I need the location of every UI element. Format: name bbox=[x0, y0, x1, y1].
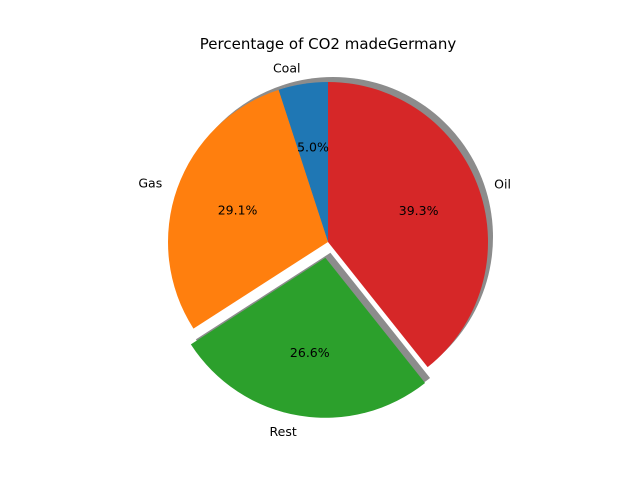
slice-gas bbox=[168, 89, 328, 329]
pct-label-oil: 39.3% bbox=[399, 203, 439, 218]
pct-label-coal: 5.0% bbox=[297, 140, 329, 155]
slice-coal bbox=[278, 82, 328, 242]
slice-label-rest: Rest bbox=[270, 424, 297, 439]
pct-label-rest: 26.6% bbox=[290, 345, 330, 360]
slice-label-coal: Coal bbox=[273, 61, 301, 76]
chart-title: Percentage of CO2 madeGermany bbox=[200, 35, 457, 53]
pct-label-gas: 29.1% bbox=[218, 202, 258, 217]
slice-rest bbox=[190, 257, 426, 418]
slice-label-oil: Oil bbox=[494, 176, 511, 191]
slice-label-gas: Gas bbox=[138, 175, 162, 190]
slice-oil bbox=[328, 82, 489, 368]
slice-labels: Coal 5.0% Gas 29.1% Rest 26.6% Oil 39.3% bbox=[138, 61, 511, 439]
slices bbox=[168, 82, 489, 418]
